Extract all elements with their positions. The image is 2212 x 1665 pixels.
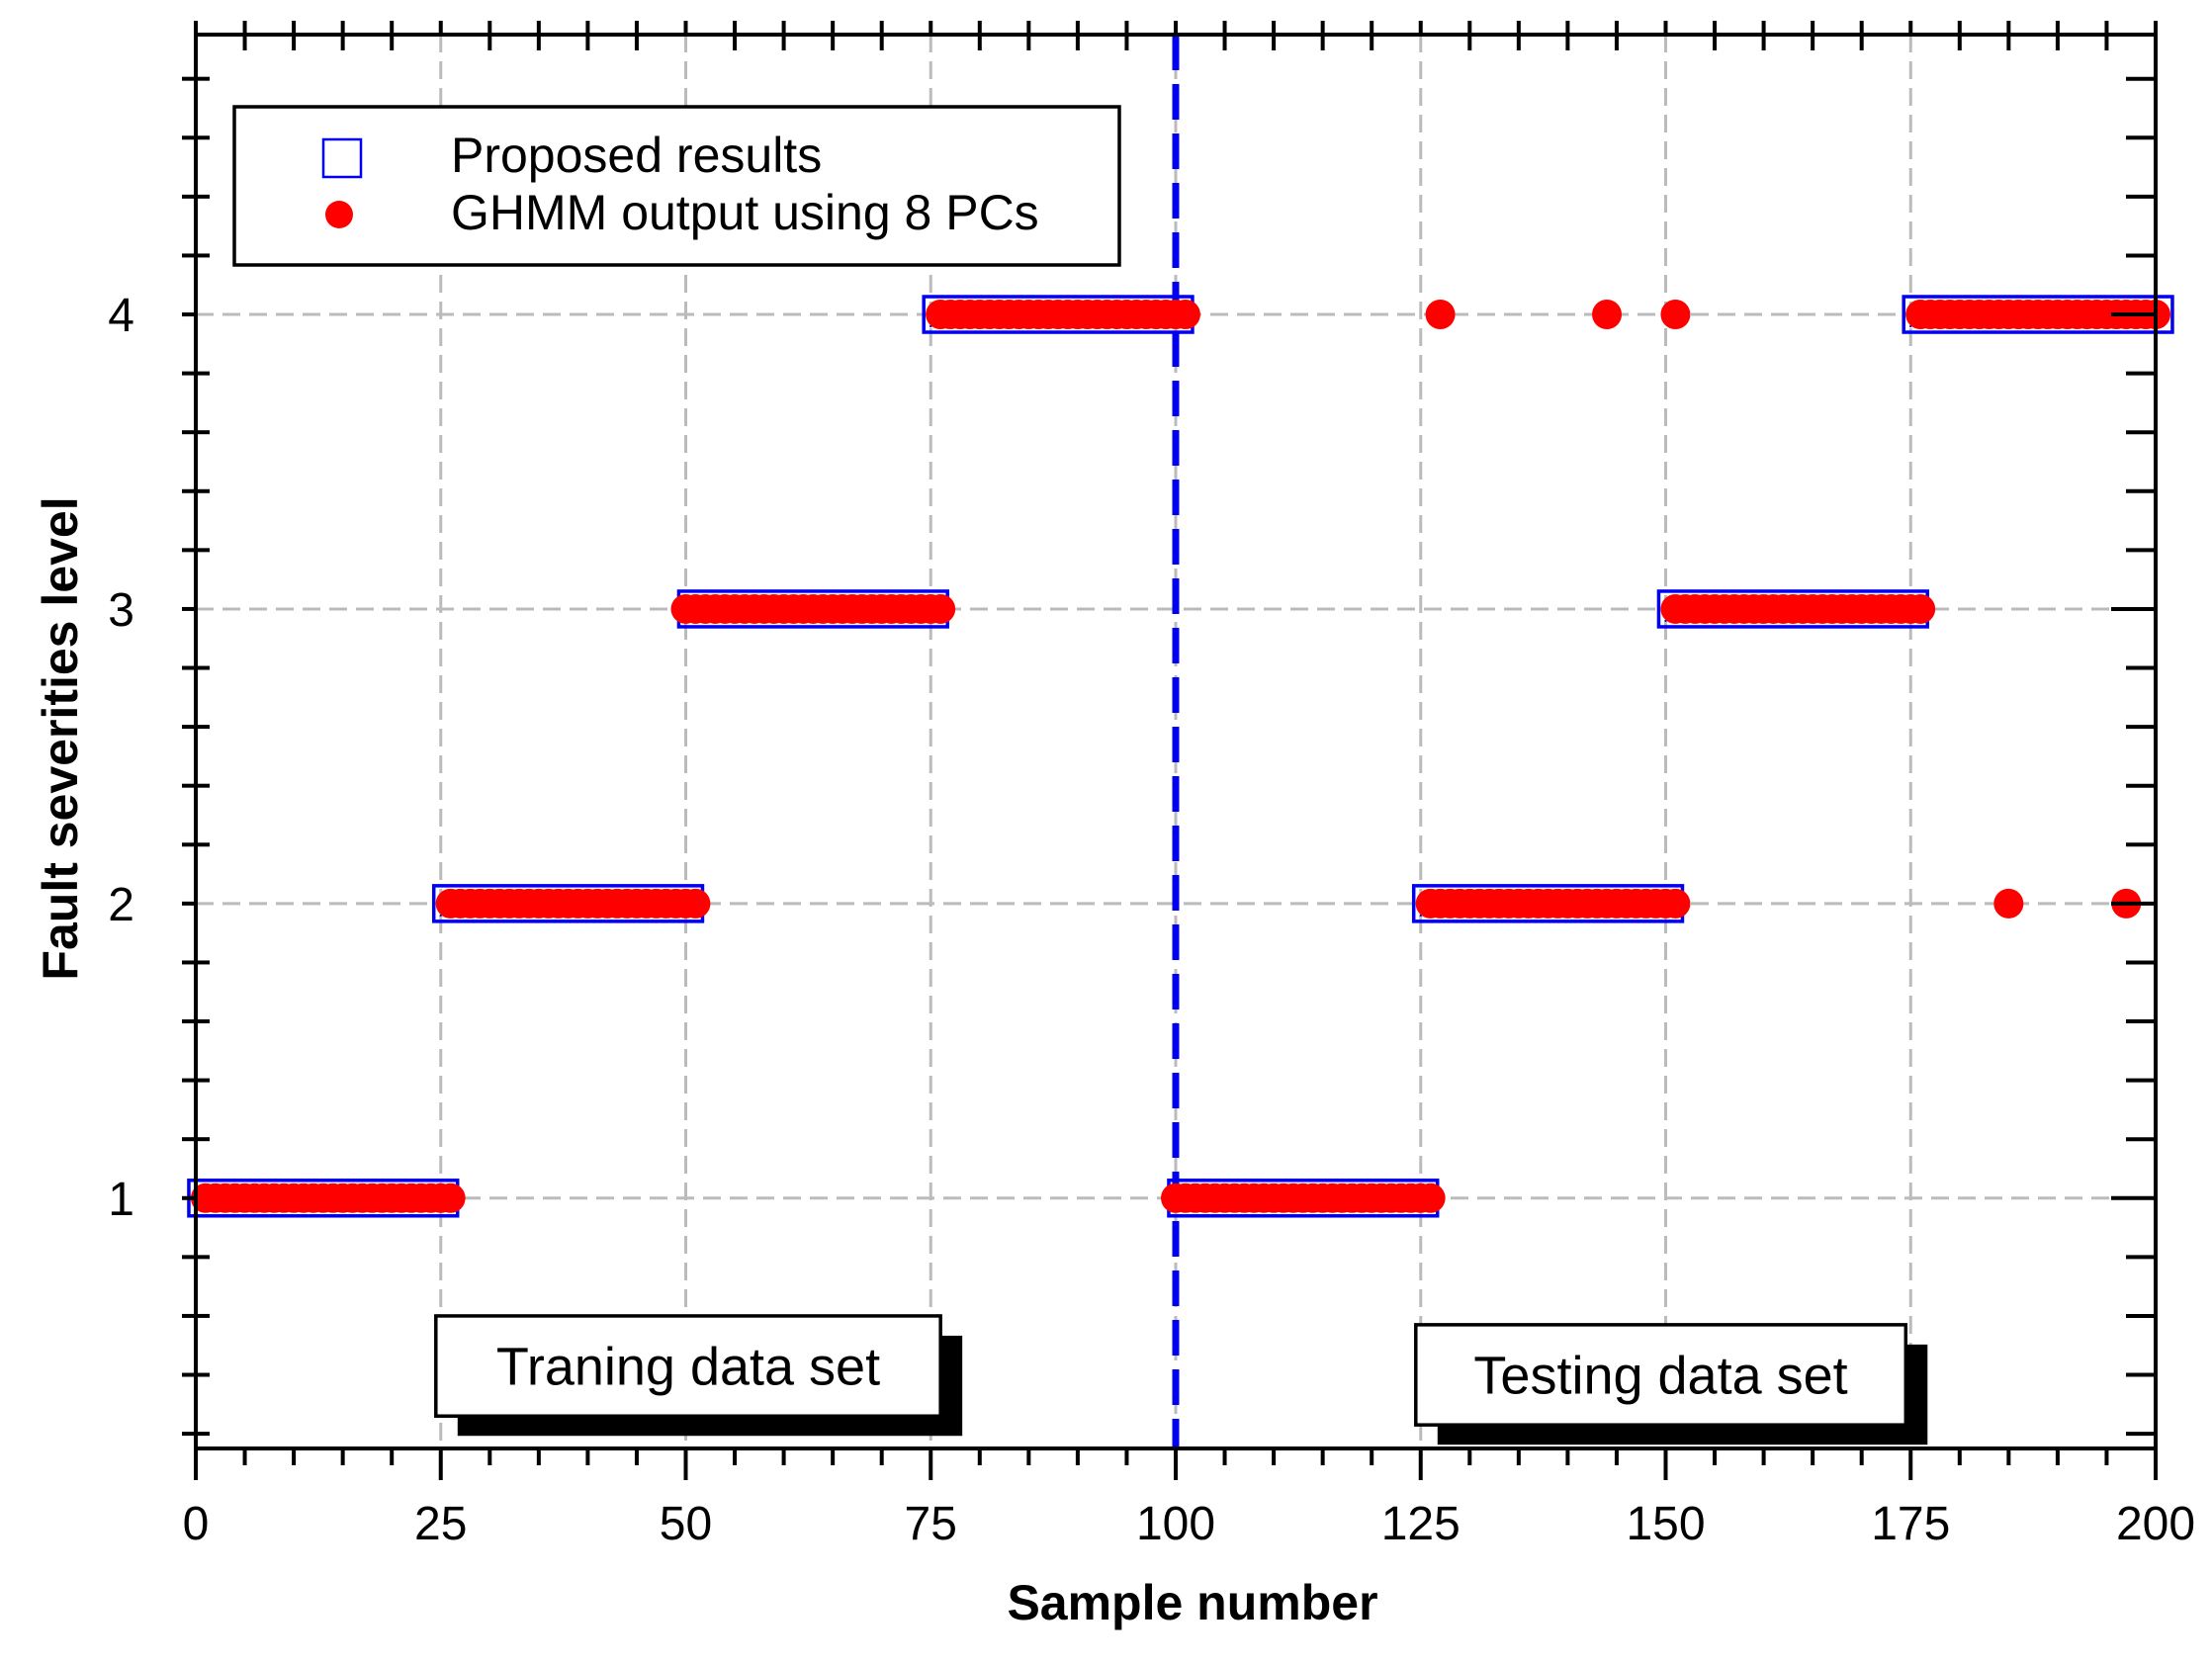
annotation-label: Traning data set [496,1338,880,1397]
ghmm-point [435,1183,466,1213]
ghmm-point [1170,300,1200,330]
legend-label-proposed: Proposed results [451,128,822,183]
y-tick-label: 2 [108,879,134,931]
x-tick-label: 125 [1381,1498,1460,1550]
ghmm-point [680,888,711,919]
ghmm-outlier-point [1592,300,1623,330]
y-tick-label: 1 [108,1174,134,1226]
data-layer [187,295,2174,1218]
y-tick-label: 4 [108,290,134,342]
annotation-box [1414,1323,1908,1427]
legend-marker-circle [325,201,353,228]
annotation-layer: Traning data set Testing data set [434,1314,1928,1446]
ghmm-point [1660,888,1691,919]
x-tick-label: 50 [660,1498,712,1550]
x-tick-label: 200 [2116,1498,2195,1550]
ghmm-point [1905,593,1936,624]
x-tick-label: 75 [905,1498,957,1550]
x-tick-label: 25 [414,1498,467,1550]
x-tick-label: 100 [1136,1498,1215,1550]
ghmm-point [1415,1183,1446,1213]
x-tick-label: 150 [1626,1498,1705,1550]
ghmm-outlier-point [1993,888,2024,919]
ghmm-point [926,593,956,624]
legend-label-ghmm: GHMM output using 8 PCs [451,185,1039,240]
ghmm-outlier-point [1425,300,1456,330]
x-axis-title: Sample number [1007,1575,1377,1630]
x-tick-label: 0 [183,1498,210,1550]
y-axis-title: Fault severities level [33,496,88,980]
ghmm-outlier-point [1660,300,1691,330]
axis-ticks: 0 25 50 75 100 125 150 175 200 1 2 3 4 [108,21,2195,1550]
annotation-label: Testing data set [1473,1347,1847,1406]
y-tick-label: 3 [108,584,134,637]
legend-marker-square [321,137,363,179]
x-tick-label: 175 [1871,1498,1950,1550]
annotation-box [434,1314,942,1418]
proposed-result-box [1902,295,2174,334]
legend-box [232,105,1121,267]
